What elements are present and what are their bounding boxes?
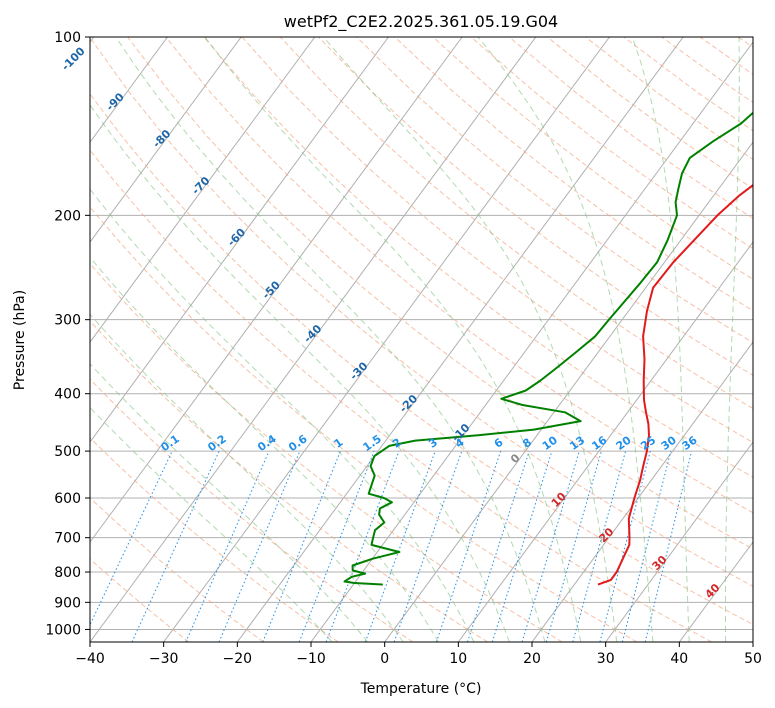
- axis-ticks: −40 −30 −20 −10 0 10 20 30 40 50 1000 900 800 700 600 5…: [45, 30, 762, 667]
- x-tick-label: −40: [75, 651, 105, 667]
- grid-lines: [90, 37, 753, 642]
- moist-adiabat-line: [90, 362, 369, 642]
- mixing-ratio-line: [467, 450, 530, 642]
- isotherm-line: [310, 41, 753, 642]
- isotherm-line: [90, 37, 168, 144]
- moist-adiabat-line: [90, 104, 510, 642]
- x-axis-label: Temperature (°C): [360, 681, 482, 697]
- y-tick-label: 800: [54, 565, 81, 581]
- isotherm-line: [752, 641, 753, 642]
- y-tick-label: 400: [54, 387, 81, 403]
- mixing-ratio-line: [521, 450, 580, 642]
- mixing-ratio-line: [185, 450, 270, 642]
- isotherm-line: [384, 141, 753, 642]
- y-tick-label: 900: [54, 595, 81, 611]
- mixing-ratio-line: [545, 450, 602, 642]
- dry-adiabat-line: [127, 37, 753, 550]
- x-tick-label: 50: [744, 651, 762, 667]
- isotherm-line: [457, 241, 753, 642]
- moist-adiabat-line: [90, 406, 333, 642]
- mixing-ratio-line: [599, 450, 651, 642]
- x-tick-label: 40: [670, 651, 688, 667]
- isotherm-line: [236, 37, 684, 642]
- mixing-ratio-line: [491, 450, 553, 642]
- mixing-ratio-line: [621, 450, 672, 642]
- dry-adiabat-line: [394, 37, 753, 312]
- y-axis-label: Pressure (hPa): [12, 290, 28, 390]
- mixing-ratio-line: [90, 450, 173, 626]
- moist-adiabat-line: [90, 313, 404, 642]
- dry-adiabat-line: [90, 378, 414, 642]
- mixing-ratio-line: [644, 450, 693, 642]
- mixing-ratio-line: [435, 450, 502, 642]
- dry-adiabat-line: [90, 558, 190, 642]
- moist-adiabat-line: [115, 37, 546, 642]
- isoline-label: -100: [59, 44, 88, 73]
- x-tick-label: 0: [380, 651, 389, 667]
- isotherm-line: [90, 37, 389, 443]
- y-tick-label: 300: [54, 313, 81, 329]
- mixing-ratio-line: [364, 450, 436, 642]
- profile-lines: [343, 111, 753, 586]
- mixing-ratio-line: [393, 450, 463, 642]
- chart-title: wetPf2_C2E2.2025.361.05.19.G04: [284, 12, 558, 32]
- isotherm-line: [90, 37, 242, 243]
- isotherm-line: [163, 37, 610, 642]
- moist-adiabat-line: [204, 37, 582, 642]
- moist-adiabat-line: [90, 188, 475, 642]
- dry-adiabat-line: [90, 149, 712, 642]
- dry-adiabat-line: [90, 206, 638, 642]
- dry-adiabat-line: [90, 37, 753, 587]
- dry-adiabat-line: [318, 37, 753, 376]
- y-tick-label: 700: [54, 531, 81, 547]
- plot-frame: [89, 36, 754, 643]
- x-tick-label: −30: [149, 651, 179, 667]
- y-tick-label: 100: [54, 30, 81, 46]
- x-tick-label: 20: [523, 651, 541, 667]
- y-tick-label: 500: [54, 444, 81, 460]
- mixing-ratio-line: [572, 450, 627, 642]
- mixing-ratio-line: [131, 450, 220, 642]
- isotherm-line: [605, 441, 753, 642]
- dry-adiabat-line: [165, 37, 753, 514]
- temperature-profile-line: [597, 183, 753, 586]
- mixing-ratio-line: [218, 450, 301, 642]
- dewpoint-profile-line: [343, 111, 753, 586]
- dry-adiabat-line: [279, 37, 753, 410]
- y-tick-label: 1000: [45, 622, 81, 638]
- y-tick-label: 200: [54, 208, 81, 224]
- x-tick-label: −10: [296, 651, 326, 667]
- moist-adiabat-line: [724, 37, 740, 642]
- x-tick-label: 10: [449, 651, 467, 667]
- moist-adiabat-line: [631, 37, 690, 642]
- dry-adiabat-line: [90, 262, 563, 642]
- isotherm-line: [531, 341, 753, 642]
- isotherm-line: [90, 37, 463, 543]
- y-tick-label: 600: [54, 491, 81, 507]
- isotherm-line: [90, 37, 316, 343]
- dry-adiabat-line: [90, 93, 753, 626]
- isotherm-line: [90, 37, 537, 642]
- x-tick-label: −20: [223, 651, 253, 667]
- moist-adiabat-line: [323, 37, 618, 642]
- moist-adiabat-line: [477, 37, 654, 642]
- x-tick-label: 30: [597, 651, 615, 667]
